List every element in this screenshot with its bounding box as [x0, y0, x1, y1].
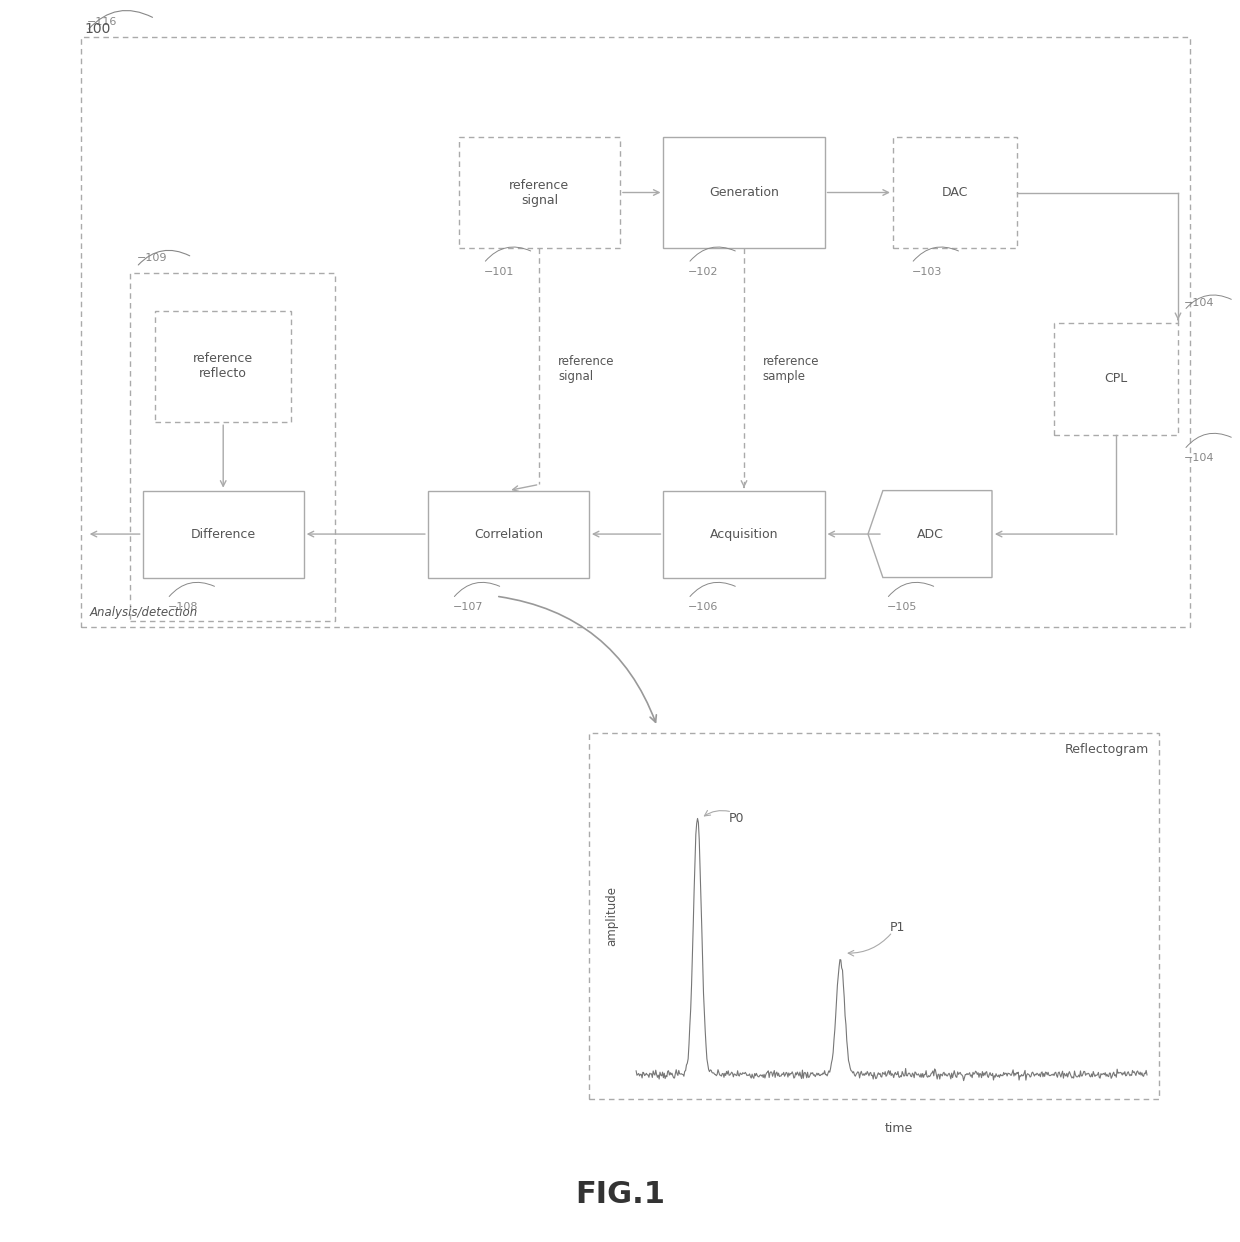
Text: P1: P1 [890, 922, 905, 934]
Text: −107: −107 [453, 602, 484, 612]
Text: reference
signal: reference signal [510, 179, 569, 206]
Text: Difference: Difference [191, 528, 255, 540]
Text: FIG.1: FIG.1 [575, 1180, 665, 1210]
Text: Generation: Generation [709, 186, 779, 199]
Text: reference
reflecto: reference reflecto [193, 353, 253, 380]
Text: −106: −106 [688, 602, 718, 612]
Bar [663, 491, 825, 578]
Text: −104: −104 [1184, 453, 1215, 463]
Text: Analysis/detection: Analysis/detection [89, 606, 197, 619]
Text: Correlation: Correlation [474, 528, 543, 540]
Text: −102: −102 [688, 267, 719, 277]
Text: reference
sample: reference sample [763, 355, 820, 384]
Bar [589, 733, 1159, 1099]
Text: amplitude: amplitude [605, 886, 618, 946]
Text: −109: −109 [136, 253, 167, 263]
Text: reference
signal: reference signal [558, 355, 615, 384]
Text: ADC: ADC [916, 528, 944, 540]
Bar [459, 137, 620, 248]
Text: Acquisition: Acquisition [709, 528, 779, 540]
Bar [143, 491, 304, 578]
Text: −101: −101 [484, 267, 513, 277]
Text: −105: −105 [887, 602, 916, 612]
Text: 100: 100 [84, 22, 110, 36]
Bar [893, 137, 1017, 248]
Bar [1054, 323, 1178, 435]
Text: −108: −108 [167, 602, 198, 612]
Text: Reflectogram: Reflectogram [1065, 743, 1149, 755]
Text: −104: −104 [1184, 298, 1215, 308]
Text: P0: P0 [728, 812, 744, 825]
Text: CPL: CPL [1105, 373, 1127, 385]
Bar [81, 37, 1190, 627]
Bar [428, 491, 589, 578]
Text: DAC: DAC [941, 186, 968, 199]
Text: time: time [885, 1122, 913, 1134]
Text: −116: −116 [87, 17, 117, 27]
Bar [155, 310, 291, 422]
Text: −103: −103 [911, 267, 941, 277]
Bar [663, 137, 825, 248]
Bar [130, 273, 335, 621]
